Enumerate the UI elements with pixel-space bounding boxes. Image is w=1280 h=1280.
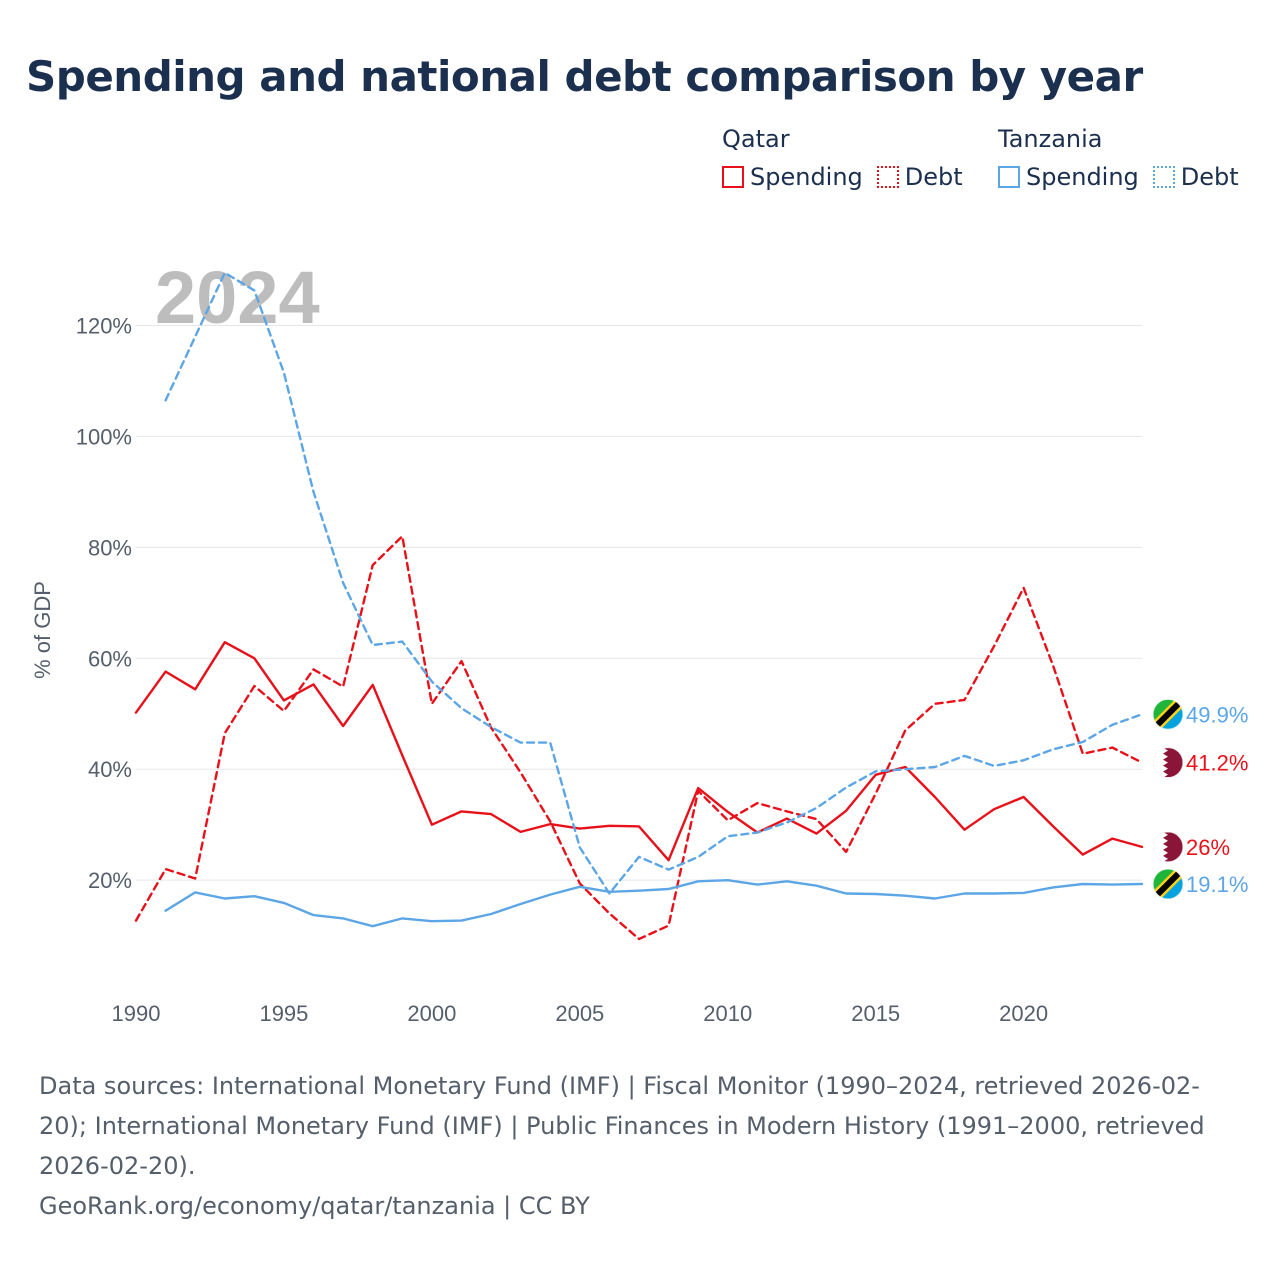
legend-label: Spending bbox=[750, 163, 863, 191]
series-line-tanzania-debt bbox=[164, 271, 1144, 895]
x-tick-label: 2000 bbox=[407, 1001, 456, 1026]
legend-group-tanzania: Tanzania Spending Debt bbox=[998, 125, 1239, 195]
x-tick-label: 2015 bbox=[851, 1001, 900, 1026]
legend-swatch-dotted-icon bbox=[876, 166, 899, 188]
end-value-label: 26% bbox=[1186, 835, 1230, 860]
tanzania-flag-icon bbox=[1153, 699, 1183, 730]
legend-group-name: Tanzania bbox=[998, 125, 1103, 153]
y-tick-label: 40% bbox=[88, 757, 132, 782]
y-tick-label: 80% bbox=[88, 535, 132, 560]
legend-item-tanzania-spending[interactable]: Spending bbox=[998, 163, 1139, 191]
page-title: Spending and national debt comparison by… bbox=[26, 52, 1143, 101]
x-tick-label: 2010 bbox=[703, 1001, 752, 1026]
flag-part bbox=[1153, 699, 1183, 730]
tanzania-flag-icon bbox=[1153, 869, 1183, 900]
legend-label: Spending bbox=[1026, 163, 1139, 191]
x-tick-label: 2005 bbox=[555, 1001, 604, 1026]
qatar-flag-icon bbox=[1153, 747, 1183, 778]
end-value-label: 49.9% bbox=[1186, 702, 1248, 727]
y-tick-label: 20% bbox=[88, 868, 132, 893]
flag-part bbox=[1153, 869, 1183, 900]
end-value-label: 41.2% bbox=[1186, 751, 1248, 776]
series-line-qatar-spending bbox=[134, 641, 1144, 862]
legend-label: Debt bbox=[1180, 163, 1239, 191]
legend-label: Debt bbox=[904, 163, 963, 191]
legend-group-name: Qatar bbox=[722, 125, 790, 153]
y-axis-label: % of GDP bbox=[30, 581, 55, 679]
footer: Data sources: International Monetary Fun… bbox=[39, 1066, 1239, 1226]
legend-swatch-solid-icon bbox=[998, 166, 1020, 188]
flag-part bbox=[1153, 747, 1168, 778]
legend-item-qatar-spending[interactable]: Spending bbox=[722, 163, 863, 191]
data-sources: Data sources: International Monetary Fun… bbox=[39, 1072, 1205, 1180]
year-label: 2024 bbox=[155, 256, 320, 339]
series-line-qatar-debt bbox=[134, 535, 1144, 941]
legend-swatch-dotted-icon bbox=[1152, 166, 1175, 188]
line-chart: 20% 40% 60% 80% 100% 120% 2024 1990 1995 2000 2005… bbox=[30, 256, 1248, 1026]
qatar-flag-icon bbox=[1153, 831, 1183, 862]
y-tick-label: 60% bbox=[88, 646, 132, 671]
flag-part bbox=[1153, 831, 1168, 862]
legend-item-tanzania-debt[interactable]: Debt bbox=[1152, 163, 1239, 191]
y-tick-label: 100% bbox=[76, 424, 132, 449]
y-tick-label: 120% bbox=[76, 313, 132, 338]
legend-item-qatar-debt[interactable]: Debt bbox=[876, 163, 963, 191]
legend-swatch-solid-icon bbox=[722, 166, 744, 188]
legend-group-qatar: Qatar Spending Debt bbox=[722, 125, 963, 195]
x-tick-label: 1995 bbox=[259, 1001, 308, 1026]
x-tick-label: 2020 bbox=[999, 1001, 1048, 1026]
x-tick-label: 1990 bbox=[112, 1001, 161, 1026]
series-line-tanzania-spending bbox=[164, 879, 1144, 928]
end-value-label: 19.1% bbox=[1186, 872, 1248, 897]
credit-link[interactable]: GeoRank.org/economy/qatar/tanzania | CC … bbox=[39, 1192, 590, 1220]
